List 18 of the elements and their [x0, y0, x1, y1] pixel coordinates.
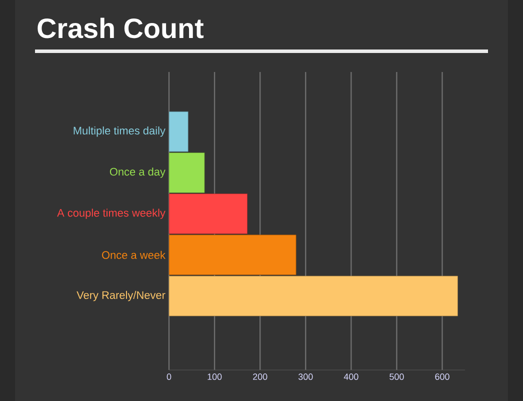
- x-tick-label: 0: [166, 374, 172, 380]
- bar: [168, 111, 188, 152]
- y-tick-label: A couple times weekly: [57, 208, 166, 219]
- y-tick-label: Multiple times daily: [74, 126, 166, 137]
- y-tick-label: Once a week: [102, 250, 166, 259]
- chart-title: Crash Count: [38, 18, 204, 38]
- x-tick-label: 400: [344, 374, 358, 380]
- x-tick-label: 200: [253, 374, 268, 380]
- y-tick-label: Once a day: [110, 168, 166, 178]
- y-tick-label: Very Rarely/Never: [76, 290, 166, 302]
- x-tick-label: 500: [390, 374, 404, 380]
- bar: [168, 152, 205, 193]
- bar: [168, 194, 248, 234]
- x-tick-label: 300: [298, 374, 313, 380]
- bar: [168, 276, 458, 316]
- x-tick-label: 100: [208, 374, 222, 380]
- bar: [168, 234, 296, 276]
- x-tick-label: 600: [435, 374, 450, 380]
